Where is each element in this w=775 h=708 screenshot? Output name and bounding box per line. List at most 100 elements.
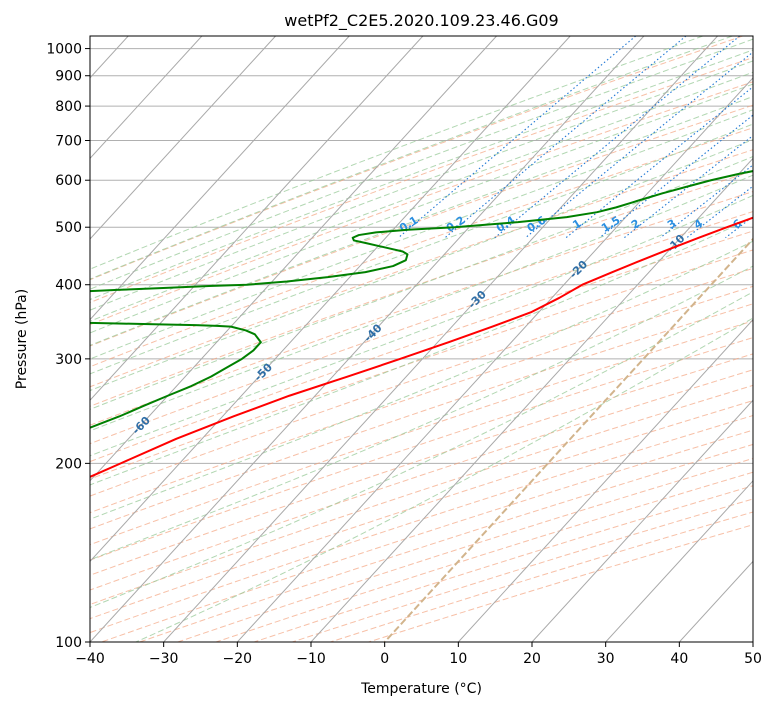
- x-axis-label: Temperature (°C): [360, 681, 482, 697]
- moist-adiabat-20: [90, 194, 753, 457]
- mixing-ratio-lines: [398, 36, 775, 239]
- y-tick-label-400: 400: [55, 278, 82, 294]
- dry-adiabat-0: [90, 104, 753, 347]
- y-tick-label-900: 900: [55, 69, 82, 85]
- dry-adiabat-170: [90, 414, 753, 634]
- moist-adiabat-8: [90, 139, 753, 392]
- dry-adiabat--20: [90, 57, 753, 304]
- temperature-profile-line: [90, 216, 753, 478]
- moist-adiabat-0: [90, 109, 753, 360]
- dry-adiabat-210: [215, 471, 753, 642]
- x-tick-label-10: 10: [449, 651, 467, 667]
- mixing-ratio-label-1.5: 1.5: [599, 214, 622, 235]
- moist-adiabat-32: [90, 265, 753, 561]
- isotherm-20: [531, 399, 753, 642]
- dry-adiabat-80: [90, 267, 753, 497]
- dewpoint-profile-line: [90, 170, 753, 429]
- mixing-ratio-line-0.4: [494, 36, 741, 239]
- isotherm-30: [605, 480, 753, 642]
- y-tick-label-200: 200: [55, 456, 82, 472]
- moist-adiabat-36: [90, 291, 753, 609]
- dry-adiabat-150: [90, 384, 753, 606]
- mixing-ratio-line-0.1: [398, 36, 637, 239]
- isotherm--50: [90, 36, 571, 563]
- isotherm--10: [310, 157, 753, 642]
- moist-adiabat--24: [90, 38, 753, 290]
- x-tick-label-0: 0: [380, 651, 389, 667]
- x-tick-label--10: −10: [296, 651, 326, 667]
- isotherm-50: [752, 641, 753, 642]
- moist-adiabat--16: [90, 60, 753, 311]
- chart-title: wetPf2_C2E5.2020.109.23.46.G09: [284, 11, 558, 31]
- dry-adiabat-180: [101, 429, 753, 642]
- mixing-ratio-line-3: [659, 164, 753, 239]
- mixing-ratio-label-0.6: 0.6: [525, 213, 549, 235]
- moist-adiabat-16: [90, 174, 753, 432]
- moist-adiabats: [90, 36, 753, 642]
- moist-adiabat-4: [90, 123, 753, 375]
- mixing-ratio-line-0.2: [444, 36, 687, 239]
- y-tick-label-300: 300: [55, 352, 82, 368]
- dry-adiabat-50: [90, 211, 753, 445]
- dry-adiabat--30: [90, 36, 743, 281]
- dry-adiabat-140: [90, 369, 753, 591]
- dry-adiabat-70: [90, 249, 753, 480]
- x-axis-ticks: −40 −30 −20 −10 0 10 20 30 40 50: [75, 642, 762, 667]
- moist-adiabat-12: [90, 156, 753, 410]
- isotherm-label--70: -70: [8, 466, 31, 489]
- dry-adiabat-110: [90, 320, 753, 546]
- mixing-ratio-line-8: [754, 36, 775, 238]
- dry-adiabat--10: [90, 81, 753, 326]
- isotherm--60: [90, 36, 497, 482]
- mixing-ratio-line-0.6: [525, 51, 753, 239]
- moist-adiabat-28: [90, 240, 753, 520]
- y-axis-ticks: 100 200 300 400 500 600 700 800 900 1000: [46, 42, 90, 651]
- isotherm--20: [236, 77, 753, 642]
- diagram-labels: 0.10.20.40.611.52346810131620253036-100-…: [8, 213, 772, 489]
- isotherm-10: [457, 318, 753, 642]
- dry-adiabat-90: [90, 285, 753, 514]
- pressure-gridlines: [90, 48, 753, 642]
- dry-adiabat-130: [90, 353, 753, 576]
- y-tick-label-800: 800: [55, 99, 82, 115]
- dry-adiabat-100: [90, 303, 753, 530]
- moist-adiabat--32: [90, 36, 703, 270]
- mixing-ratio-line-6: [725, 215, 753, 239]
- mixing-ratio-label-0.1: 0.1: [397, 214, 420, 235]
- x-tick-label-20: 20: [523, 651, 541, 667]
- y-tick-label-600: 600: [55, 173, 82, 189]
- x-tick-label--20: −20: [223, 651, 253, 667]
- moist-adiabat-24: [90, 216, 753, 486]
- isotherm--70: [90, 36, 424, 401]
- moist-adiabat--20: [90, 49, 753, 301]
- mixing-ratio-label-3: 3: [665, 217, 678, 232]
- y-tick-label-100: 100: [55, 635, 82, 651]
- y-axis-label: Pressure (hPa): [14, 289, 30, 389]
- plot-frame: [89, 35, 754, 643]
- dry-adiabat-60: [90, 230, 753, 463]
- moist-adiabat--8: [90, 83, 753, 334]
- moist-adiabat--4: [90, 95, 753, 346]
- sounding-profiles: [90, 170, 753, 478]
- freezing-isotherm: [383, 237, 753, 642]
- isotherm--40: [90, 36, 645, 642]
- x-tick-label--30: −30: [149, 651, 179, 667]
- isotherms: [90, 36, 753, 642]
- dry-adiabat-120: [90, 337, 753, 561]
- isotherm--90: [90, 36, 276, 240]
- dry-adiabat-20: [90, 149, 753, 388]
- y-tick-label-1000: 1000: [46, 42, 82, 58]
- mixing-ratio-line-4: [686, 185, 753, 239]
- mixing-ratio-label-8: 8: [759, 217, 772, 232]
- moist-adiabat-40: [135, 317, 753, 642]
- x-tick-label-40: 40: [670, 651, 688, 667]
- isotherm--80: [90, 36, 350, 321]
- isotherm--100: [90, 36, 203, 160]
- x-tick-label-30: 30: [597, 651, 615, 667]
- mixing-ratio-line-1: [565, 86, 753, 239]
- plot-area: 0.10.20.40.611.52346810131620253036-100-…: [8, 36, 775, 642]
- y-tick-label-700: 700: [55, 133, 82, 149]
- x-tick-label-50: 50: [744, 651, 762, 667]
- moist-adiabat--12: [90, 71, 753, 322]
